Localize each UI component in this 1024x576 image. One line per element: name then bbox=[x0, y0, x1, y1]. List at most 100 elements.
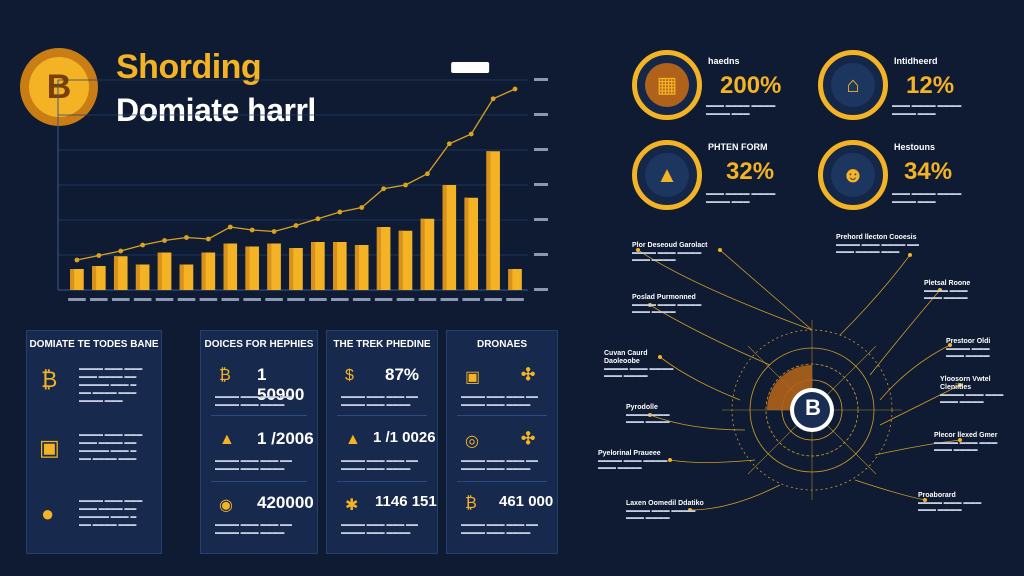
trend-point bbox=[118, 248, 124, 254]
kpi-text: ▬▬▬ ▬▬▬▬ ▬▬▬▬ ▬▬▬▬ ▬▬▬ bbox=[892, 191, 962, 205]
divider bbox=[211, 415, 307, 416]
callout-left-0: Plor Deseoud Garolact ▬▬▬▬ ▬▬▬ ▬▬▬▬ ▬▬▬ ▬▬… bbox=[632, 242, 708, 263]
bar-shade bbox=[70, 269, 75, 290]
y-tick-label bbox=[534, 148, 548, 151]
bitcoin-icon: ₿ bbox=[219, 367, 231, 384]
x-tick-label bbox=[352, 298, 371, 301]
sparkle-icon: ✣ bbox=[521, 429, 536, 448]
coin-hand-icon: ● bbox=[41, 501, 55, 526]
panel-text: ▬▬▬▬ ▬▬▬ ▬▬▬ ▬▬ ▬▬▬▬ ▬▬▬ ▬▬▬▬ bbox=[461, 522, 539, 536]
bar-shade bbox=[289, 248, 294, 290]
x-tick-label bbox=[133, 298, 152, 301]
bar-line-chart bbox=[57, 62, 548, 301]
x-tick-label bbox=[462, 298, 481, 301]
bar-shade bbox=[420, 218, 425, 290]
stat-value: 461 000 bbox=[499, 493, 554, 510]
trend-point bbox=[512, 86, 518, 92]
callout-left-2: Cuvan Caurd Daoleoobe ▬▬▬▬ ▬▬▬ ▬▬▬▬ ▬▬▬ ▬▬… bbox=[604, 350, 674, 379]
trend-point bbox=[96, 253, 102, 258]
callout-left-3: Pyrodolle ▬▬▬▬ ▬▬▬ ▬▬▬ ▬▬▬▬ bbox=[626, 404, 670, 425]
panel-text: ▬▬▬▬ ▬▬▬ ▬▬▬ ▬▬▬ ▬▬▬▬ ▬▬ ▬▬▬▬▬ ▬▬▬ ▬ ▬▬ ▬▬▬… bbox=[79, 498, 143, 528]
callout-box bbox=[451, 62, 490, 73]
panel-header: THE TREK PHEDINE bbox=[333, 339, 431, 350]
wallet-icon: ▣ bbox=[39, 435, 60, 460]
bar-shade bbox=[135, 264, 140, 290]
trend-point bbox=[381, 186, 387, 192]
bar-shade bbox=[267, 243, 272, 290]
y-tick-label bbox=[534, 288, 548, 291]
divider bbox=[457, 415, 547, 416]
callout-left-1: Poslad Purmonned ▬▬▬▬ ▬▬▬ ▬▬▬▬ ▬▬▬ ▬▬▬▬ bbox=[632, 294, 702, 315]
kpi-label: PHTEN FORM bbox=[708, 142, 768, 152]
x-tick-label bbox=[90, 298, 108, 301]
callout-right-0: Prehord llecton Cooesis ▬▬▬▬ ▬▬▬ ▬▬▬▬ ▬▬ ▬… bbox=[836, 234, 920, 255]
x-tick-label bbox=[331, 298, 349, 301]
bar-shade bbox=[113, 256, 119, 290]
people-icon: ☻ bbox=[831, 153, 875, 197]
bitcoin-icon: ₿ bbox=[465, 495, 477, 512]
trend-point bbox=[205, 236, 211, 242]
trend-point bbox=[446, 141, 452, 147]
trend-point bbox=[403, 182, 408, 188]
bar-shade bbox=[508, 269, 513, 290]
callout-right-2: Prestoor Oldi ▬▬▬▬ ▬▬▬ ▬▬▬ ▬▬▬▬ bbox=[946, 338, 991, 359]
panel-text: ▬▬▬▬ ▬▬▬ ▬▬▬ ▬▬ ▬▬▬▬ ▬▬▬ ▬▬▬▬ bbox=[461, 394, 539, 408]
callout-left-4: Pyelorinal Praueee ▬▬▬▬ ▬▬▬ ▬▬▬▬ ▬▬▬ ▬▬▬▬ bbox=[598, 450, 668, 471]
bitcoin-icon: ₿ bbox=[41, 367, 58, 392]
trend-point bbox=[337, 209, 343, 215]
y-tick-label bbox=[534, 183, 548, 186]
stat-value: 420000 bbox=[257, 493, 314, 512]
panel-text: ▬▬▬▬ ▬▬▬ ▬▬▬ ▬▬ ▬▬▬▬ ▬▬▬ ▬▬▬▬ bbox=[461, 458, 539, 472]
bar-shade bbox=[398, 230, 403, 290]
panel-text: ▬▬▬▬ ▬▬▬ ▬▬▬ ▬▬ ▬▬▬▬ ▬▬▬ ▬▬▬▬ bbox=[341, 522, 419, 536]
bar-shade bbox=[311, 242, 316, 290]
trend-point bbox=[425, 171, 430, 177]
panel-3: DRONAES ▣ ✣ ▬▬▬▬ ▬▬▬ ▬▬▬ ▬▬ ▬▬▬▬ ▬▬▬ ▬▬▬▬… bbox=[446, 330, 558, 554]
trend-point bbox=[490, 96, 496, 102]
kpi-text: ▬▬▬ ▬▬▬▬ ▬▬▬▬ ▬▬▬▬ ▬▬▬ bbox=[706, 191, 776, 205]
kpi-ring-2: ▲ bbox=[632, 140, 702, 210]
page-subtitle: Domiate harrl bbox=[116, 92, 316, 128]
x-tick-label bbox=[396, 298, 415, 301]
trend-point bbox=[140, 242, 146, 248]
panel-header: DOICES FOR HEPHIES bbox=[204, 339, 314, 350]
divider bbox=[337, 481, 427, 482]
kpi-label: Intidheerd bbox=[894, 56, 938, 66]
trend-point bbox=[271, 229, 277, 234]
bitcoin-logo: B bbox=[20, 48, 98, 126]
bar-shade bbox=[179, 264, 184, 290]
trend-point bbox=[162, 238, 167, 243]
bar-shade bbox=[442, 185, 447, 290]
panel-text: ▬▬▬▬ ▬▬▬ ▬▬▬ ▬▬ ▬▬▬▬ ▬▬▬ ▬▬▬▬ bbox=[215, 522, 293, 536]
panel-text: ▬▬▬▬ ▬▬▬ ▬▬▬ ▬▬ ▬▬▬▬ ▬▬▬ ▬▬▬▬ bbox=[215, 458, 293, 472]
target-icon: ◎ bbox=[465, 433, 479, 450]
trend-point bbox=[249, 227, 255, 233]
bar-shade bbox=[486, 151, 491, 290]
bar-shade bbox=[157, 252, 162, 290]
kpi-ring-1: ⌂ bbox=[818, 50, 888, 120]
trend-point bbox=[315, 216, 321, 222]
stat-value: 1 50900 bbox=[257, 365, 305, 404]
stat-value: 1 /1 0026 bbox=[373, 429, 436, 446]
y-tick-label bbox=[534, 113, 548, 116]
x-tick-label bbox=[243, 298, 261, 301]
stat-value: 1 /2006 bbox=[257, 429, 314, 448]
callout-right-3: Yloosorn Vwtel Cleniitles ▬▬▬▬ ▬▬▬ ▬▬▬ ▬▬▬… bbox=[940, 376, 1004, 405]
x-tick-label bbox=[221, 298, 240, 301]
bar-shade bbox=[223, 243, 228, 290]
building-icon: ⌂ bbox=[831, 63, 875, 107]
gear-icon: ✱ bbox=[345, 497, 359, 514]
x-tick-label bbox=[199, 298, 218, 301]
trend-point bbox=[359, 205, 365, 210]
dollar-icon: $ bbox=[345, 367, 354, 384]
bar-shade bbox=[201, 252, 206, 290]
pyramid-icon: ▲ bbox=[645, 153, 689, 197]
bitcoin-center-icon: B bbox=[805, 395, 821, 420]
x-tick-label bbox=[155, 298, 174, 301]
kpi-ring-0: ▦ bbox=[632, 50, 702, 120]
bar-shade bbox=[376, 227, 381, 290]
x-tick-label bbox=[440, 298, 459, 301]
y-tick-label bbox=[534, 78, 548, 81]
x-tick-label bbox=[484, 298, 502, 301]
bitcoin-icon: B bbox=[29, 57, 89, 117]
